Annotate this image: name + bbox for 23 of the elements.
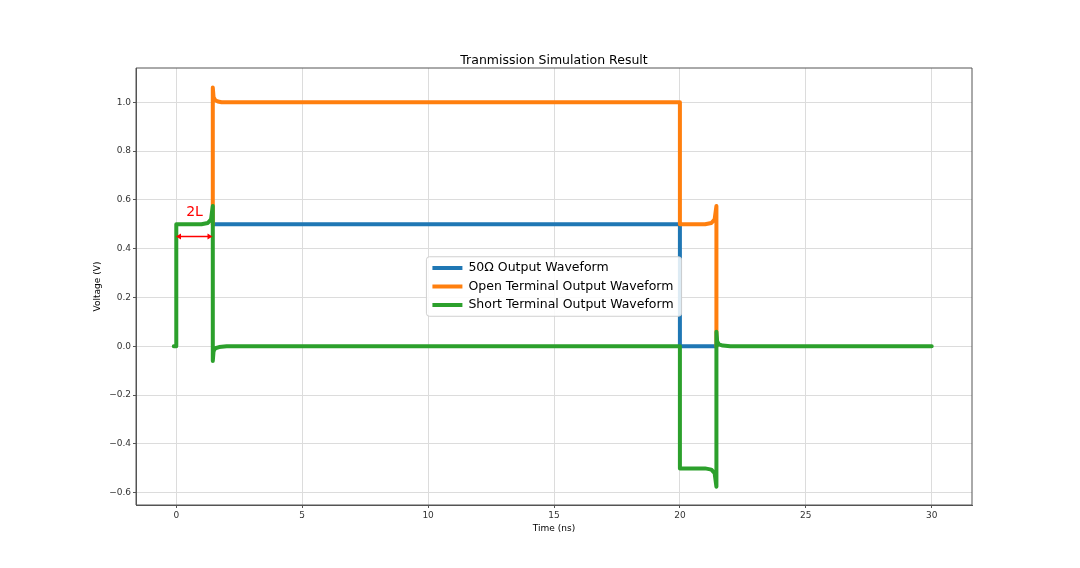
x-tick-label: 30 (925, 509, 938, 520)
chart-title: Tranmission Simulation Result (459, 52, 648, 67)
y-axis-title: Voltage (V) (92, 261, 103, 312)
y-tick-label: 0.0 (116, 340, 132, 351)
x-tick-label: 0 (173, 509, 180, 520)
x-axis-title: Time (ns) (531, 523, 576, 534)
y-tick-label: 0.2 (116, 291, 131, 302)
x-tick-label: 10 (422, 509, 435, 520)
legend-label: 50Ω Output Waveform (468, 259, 609, 275)
x-tick-label: 20 (674, 509, 686, 520)
y-tick-label: −0.2 (109, 389, 131, 400)
x-tick-label: 25 (800, 509, 812, 520)
y-tick-label: 1.0 (116, 96, 132, 107)
x-tick-label: 5 (299, 509, 306, 520)
annotation: 2L (186, 203, 204, 220)
y-tick-label: −0.4 (109, 438, 132, 449)
legend-label: Open Terminal Output Waveform (468, 277, 674, 293)
x-tick-label: 15 (548, 509, 560, 520)
y-tick-label: −0.6 (109, 487, 132, 498)
legend-label: Short Terminal Output Waveform (468, 296, 674, 312)
y-tick-label: 0.8 (116, 145, 132, 156)
y-tick-label: 0.6 (116, 194, 132, 205)
y-tick-label: 0.4 (116, 243, 132, 253)
